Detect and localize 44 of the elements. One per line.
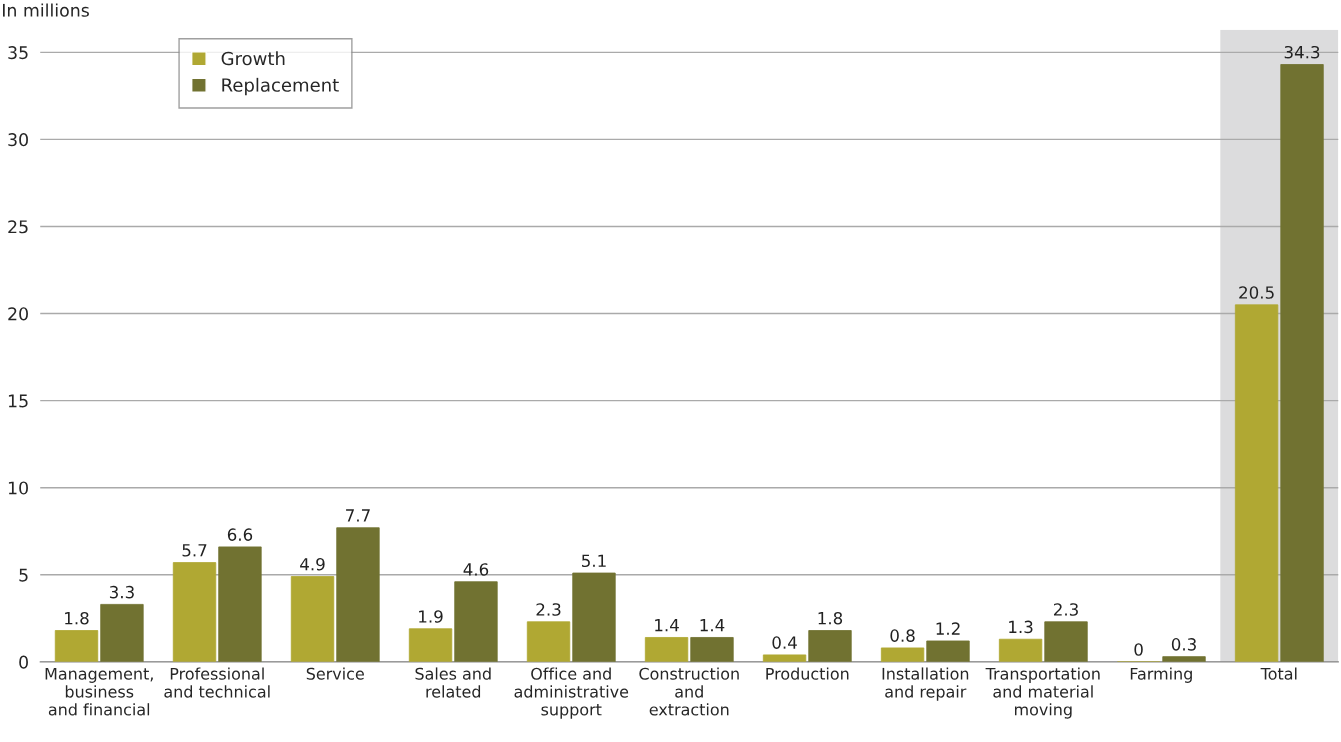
x-tick-label: Farming: [1130, 667, 1192, 683]
data-label: 0.3: [1171, 638, 1196, 651]
data-label: 1.4: [655, 619, 679, 632]
y-tick-label: 10: [8, 481, 28, 495]
x-tick-label: Construction and extraction: [639, 667, 739, 716]
data-label: 1.4: [700, 619, 725, 632]
data-label: 1.9: [419, 610, 443, 623]
data-label: 6.6: [227, 528, 253, 541]
legend-label: Replacement: [222, 77, 339, 96]
data-label: 4.9: [300, 557, 325, 571]
data-label: 7.7: [346, 509, 370, 522]
data-label: 20.5: [1239, 286, 1274, 299]
data-label: 5.1: [582, 554, 606, 568]
y-tick-label: 35: [8, 46, 28, 60]
y-tick-label: 20: [8, 307, 28, 321]
legend-label: Growth: [221, 51, 285, 66]
y-tick-label: 30: [8, 133, 28, 147]
data-label: 0: [1134, 643, 1143, 656]
data-label: 2.3: [536, 603, 561, 616]
data-label: 4.6: [463, 563, 489, 576]
data-label: 1.8: [65, 611, 89, 625]
data-label: 34.3: [1284, 45, 1320, 59]
data-label: 3.3: [109, 585, 134, 599]
x-tick-label: Sales and related: [415, 667, 491, 698]
y-axis-title: In millions: [2, 3, 89, 17]
y-tick-label: 5: [19, 568, 28, 582]
y-tick-label: 0: [19, 655, 28, 669]
x-tick-label: Professional and technical: [164, 667, 270, 698]
x-tick-label: Installation and repair: [882, 667, 969, 701]
data-label: 5.7: [182, 544, 207, 557]
x-tick-label: Total: [1260, 667, 1297, 680]
y-tick-label: 25: [8, 220, 28, 234]
y-tick-label: 15: [8, 394, 28, 408]
x-tick-label: Service: [306, 667, 364, 680]
data-label: 1.3: [1009, 620, 1033, 634]
x-tick-label: Production: [766, 667, 849, 680]
x-tick-label: Transportation and material moving: [985, 667, 1100, 719]
x-tick-label: Management, business and financial: [45, 667, 153, 716]
data-label: 1.8: [818, 611, 843, 625]
x-tick-label: Office and administrative support: [514, 667, 629, 719]
data-label: 0.4: [772, 636, 797, 649]
data-label: 2.3: [1053, 603, 1078, 616]
data-label: 0.8: [890, 629, 915, 642]
data-label: 1.2: [936, 622, 960, 635]
